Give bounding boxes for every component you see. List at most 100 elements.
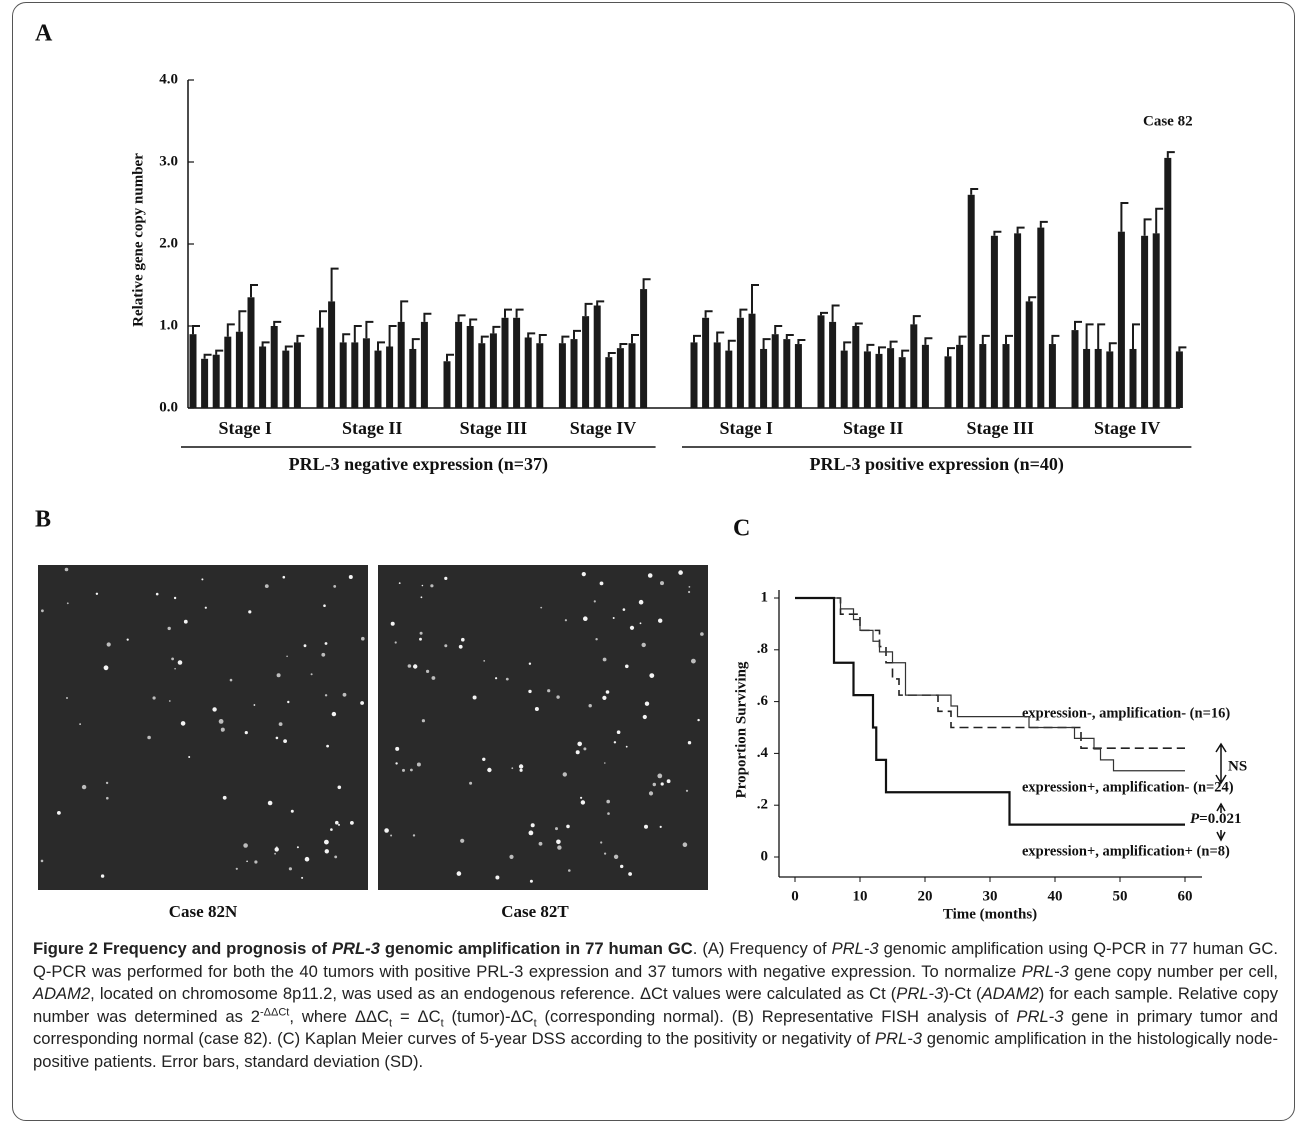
caption-text: , located on chromosome 8p11.2, was used… — [90, 984, 897, 1004]
caption-text: t — [533, 1017, 537, 1030]
fish-signal — [220, 727, 225, 732]
x-tick-label: 0 — [791, 888, 799, 904]
fish-signal — [390, 834, 393, 837]
fish-signal — [105, 781, 109, 785]
fish-signal — [628, 872, 632, 876]
error-bar — [388, 325, 397, 347]
bar — [1048, 344, 1056, 408]
bar — [478, 343, 486, 408]
bar — [339, 342, 347, 408]
fish-signal — [616, 730, 621, 734]
caption-text: . (A) Frequency of — [692, 939, 832, 958]
fish-signal — [282, 575, 286, 579]
series-label: expression-, amplification- (n=16) — [1022, 705, 1230, 721]
survival-curve — [795, 596, 1185, 826]
error-bar — [1108, 342, 1117, 352]
series-label: expression+, amplification+ (n=8) — [1022, 843, 1230, 859]
fish-signal — [519, 768, 523, 772]
y-tick-label: .4 — [757, 745, 769, 761]
bar — [1025, 301, 1033, 408]
error-bar — [843, 341, 852, 351]
stage-label: Stage III — [966, 418, 1034, 438]
bar — [397, 321, 405, 408]
stage-label: Stage IV — [1094, 418, 1161, 438]
y-tick-label: 0 — [761, 848, 769, 864]
error-bar — [273, 320, 282, 326]
error-bar — [365, 320, 374, 339]
fish-signal — [218, 719, 224, 724]
bar — [189, 334, 197, 408]
fish-signal — [697, 718, 700, 722]
y-axis-label: Proportion Surviving — [733, 661, 749, 798]
bar — [409, 348, 417, 408]
stage-label: Stage II — [843, 418, 904, 438]
annotation: P=0.021 — [1190, 811, 1241, 827]
fish-signal — [419, 631, 423, 635]
error-bar — [353, 325, 362, 343]
error-bar — [947, 347, 955, 357]
bar — [1083, 348, 1091, 408]
fish-signal — [253, 704, 256, 706]
error-bar — [319, 310, 327, 328]
error-bar — [619, 343, 628, 349]
fish-signal — [557, 845, 562, 850]
error-bar — [215, 349, 224, 355]
y-tick-label: 2.0 — [159, 235, 178, 251]
bar — [247, 297, 255, 408]
error-bar — [866, 343, 875, 352]
fish-signal — [301, 876, 304, 879]
fish-signal — [235, 867, 238, 870]
y-tick-label: .2 — [757, 797, 768, 813]
fish-signal — [483, 660, 486, 662]
bar — [967, 194, 975, 408]
figure: A B C 0.0 1.0 2.0 3.0 4.0 Relative gene copy … — [35, 21, 1247, 923]
fish-signal — [613, 854, 619, 859]
fish-signal — [384, 828, 389, 833]
bar — [362, 338, 370, 408]
fish-signal — [599, 581, 604, 586]
fish-signal — [647, 573, 653, 578]
stage-label: Stage I — [719, 418, 773, 438]
error-bar — [584, 302, 593, 317]
bar — [887, 348, 895, 408]
fish-signal — [602, 695, 607, 701]
bar — [1014, 233, 1022, 408]
figure-frame — [12, 2, 1295, 1121]
bar — [829, 321, 837, 408]
fish-signal — [430, 584, 434, 588]
fish-signal — [212, 707, 217, 712]
fish-signal — [57, 811, 61, 815]
fish-signal — [660, 782, 664, 786]
fish-signal — [342, 692, 347, 697]
bar — [640, 289, 648, 408]
error-bar — [515, 308, 524, 318]
bar — [259, 346, 267, 408]
fish-signal — [177, 660, 183, 665]
fish-signal — [593, 600, 596, 603]
bar — [921, 344, 929, 408]
caption-text: ADAM2 — [33, 984, 91, 1004]
fish-signal — [243, 843, 248, 848]
fish-signal — [607, 812, 610, 815]
error-bar — [785, 334, 794, 340]
fish-signal — [538, 841, 543, 846]
fish-signal — [581, 572, 586, 577]
caption-text: genomic amplification using Q-PCR in 77 … — [33, 939, 1278, 981]
bar — [1117, 231, 1125, 408]
caption-text: PRL-3 — [1016, 1006, 1064, 1026]
error-bar — [924, 337, 933, 345]
fish-image — [378, 565, 708, 890]
stage-label: Stage II — [342, 418, 403, 438]
fish-signal — [604, 762, 606, 764]
fish-signal — [81, 784, 87, 790]
fish-signal — [155, 592, 159, 596]
fish-signal — [530, 823, 535, 828]
bar — [351, 342, 359, 408]
fish-signal — [222, 795, 227, 800]
fish-signal — [456, 871, 462, 876]
annotation: NS — [1228, 758, 1247, 774]
bar — [316, 327, 324, 408]
bar — [570, 339, 578, 408]
fish-signal — [568, 869, 571, 872]
